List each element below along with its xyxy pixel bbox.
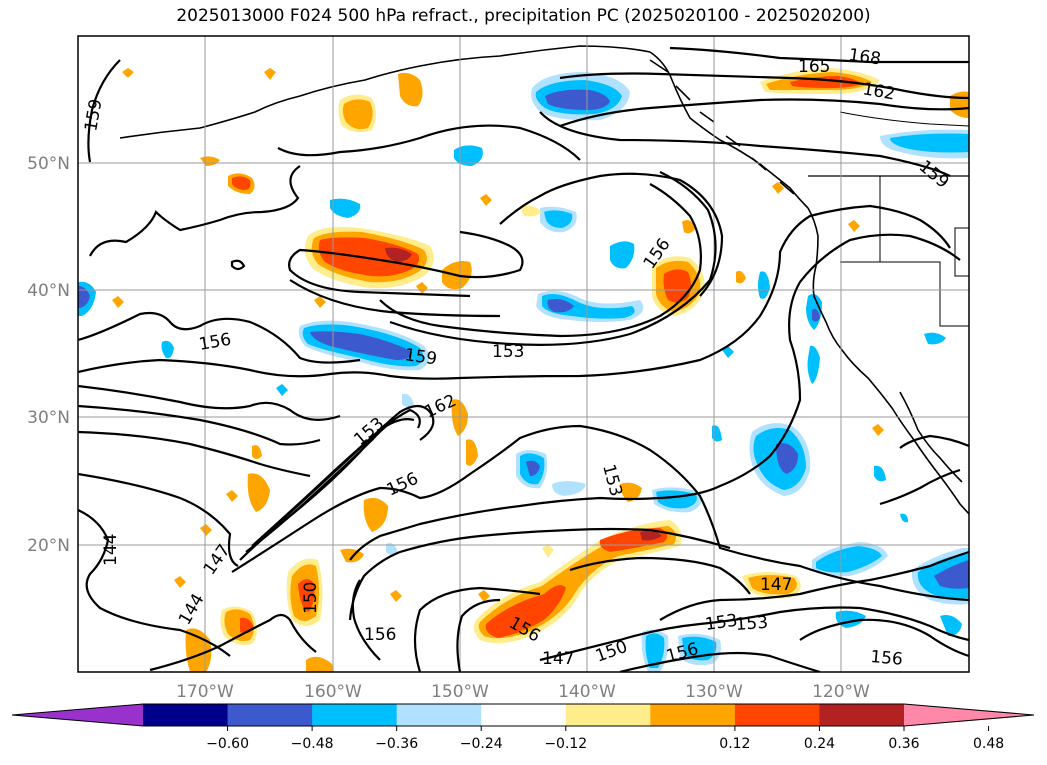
lon-label: 150°W xyxy=(431,682,489,702)
contour-label: 159 xyxy=(403,345,438,369)
colorbar-tick-label: −0.60 xyxy=(206,736,249,752)
colorbar-swatch xyxy=(819,704,905,726)
colorbar-swatch xyxy=(650,704,736,726)
map-title: 2025013000 F024 500 hPa refract., precip… xyxy=(176,6,871,26)
colorbar-extend-high xyxy=(904,704,1034,726)
colorbar-swatch xyxy=(565,704,651,726)
contour-label: 144 xyxy=(101,534,121,566)
colorbar-swatch xyxy=(734,704,820,726)
colorbar-swatch xyxy=(312,704,398,726)
coastlines xyxy=(119,45,969,515)
colorbar-outline xyxy=(11,703,1035,727)
colorbar-swatch xyxy=(227,704,313,726)
colorbar-extend-low xyxy=(12,704,143,726)
contour-label: 153 xyxy=(704,611,739,635)
contour-label: 147 xyxy=(542,649,574,669)
colorbar-swatch xyxy=(481,704,567,726)
lon-label: 140°W xyxy=(558,682,616,702)
contour-label: 168 xyxy=(847,45,882,69)
lat-label: 40°N xyxy=(27,281,70,301)
precip-shading xyxy=(78,68,969,672)
lon-label: 160°W xyxy=(304,682,362,702)
colorbar: −0.60 −0.48 −0.36 −0.24 −0.12 0.12 0.24 0.36 0.4… xyxy=(11,703,1035,752)
lon-label: 170°W xyxy=(176,682,234,702)
lat-label: 50°N xyxy=(27,154,70,174)
map-content: 168 165 162 159 159 159 156 156 156 153 … xyxy=(78,36,969,672)
colorbar-tick-label: −0.12 xyxy=(544,736,587,752)
colorbar-swatch xyxy=(143,704,229,726)
lat-label: 20°N xyxy=(27,536,70,556)
lat-label: 30°N xyxy=(27,408,70,428)
colorbar-tick-label: 0.12 xyxy=(719,736,750,752)
colorbar-tick-label: 0.48 xyxy=(973,736,1004,752)
contour-label: 156 xyxy=(364,625,396,645)
map-frame xyxy=(77,35,970,673)
colorbar-tick-label: 0.36 xyxy=(888,736,919,752)
lon-label: 130°W xyxy=(685,682,743,702)
contour-label: 165 xyxy=(798,57,830,77)
colorbar-tick-label: −0.36 xyxy=(375,736,418,752)
contour-label: 153 xyxy=(492,342,524,362)
lon-label: 120°W xyxy=(812,682,870,702)
contour-label: 156 xyxy=(870,647,904,670)
colorbar-tick-label: −0.48 xyxy=(291,736,334,752)
contour-label: 147 xyxy=(760,575,792,595)
longitude-labels: 170°W 160°W 150°W 140°W 130°W 120°W xyxy=(176,682,870,702)
colorbar-tick-label: −0.24 xyxy=(460,736,503,752)
colorbar-tick-label: 0.24 xyxy=(804,736,835,752)
contour-label: 153 xyxy=(735,613,769,635)
refractivity-contours xyxy=(78,46,969,672)
contour-label: 150 xyxy=(301,582,321,614)
colorbar-swatch xyxy=(396,704,482,726)
latitude-labels: 50°N 40°N 30°N 20°N xyxy=(27,154,70,556)
